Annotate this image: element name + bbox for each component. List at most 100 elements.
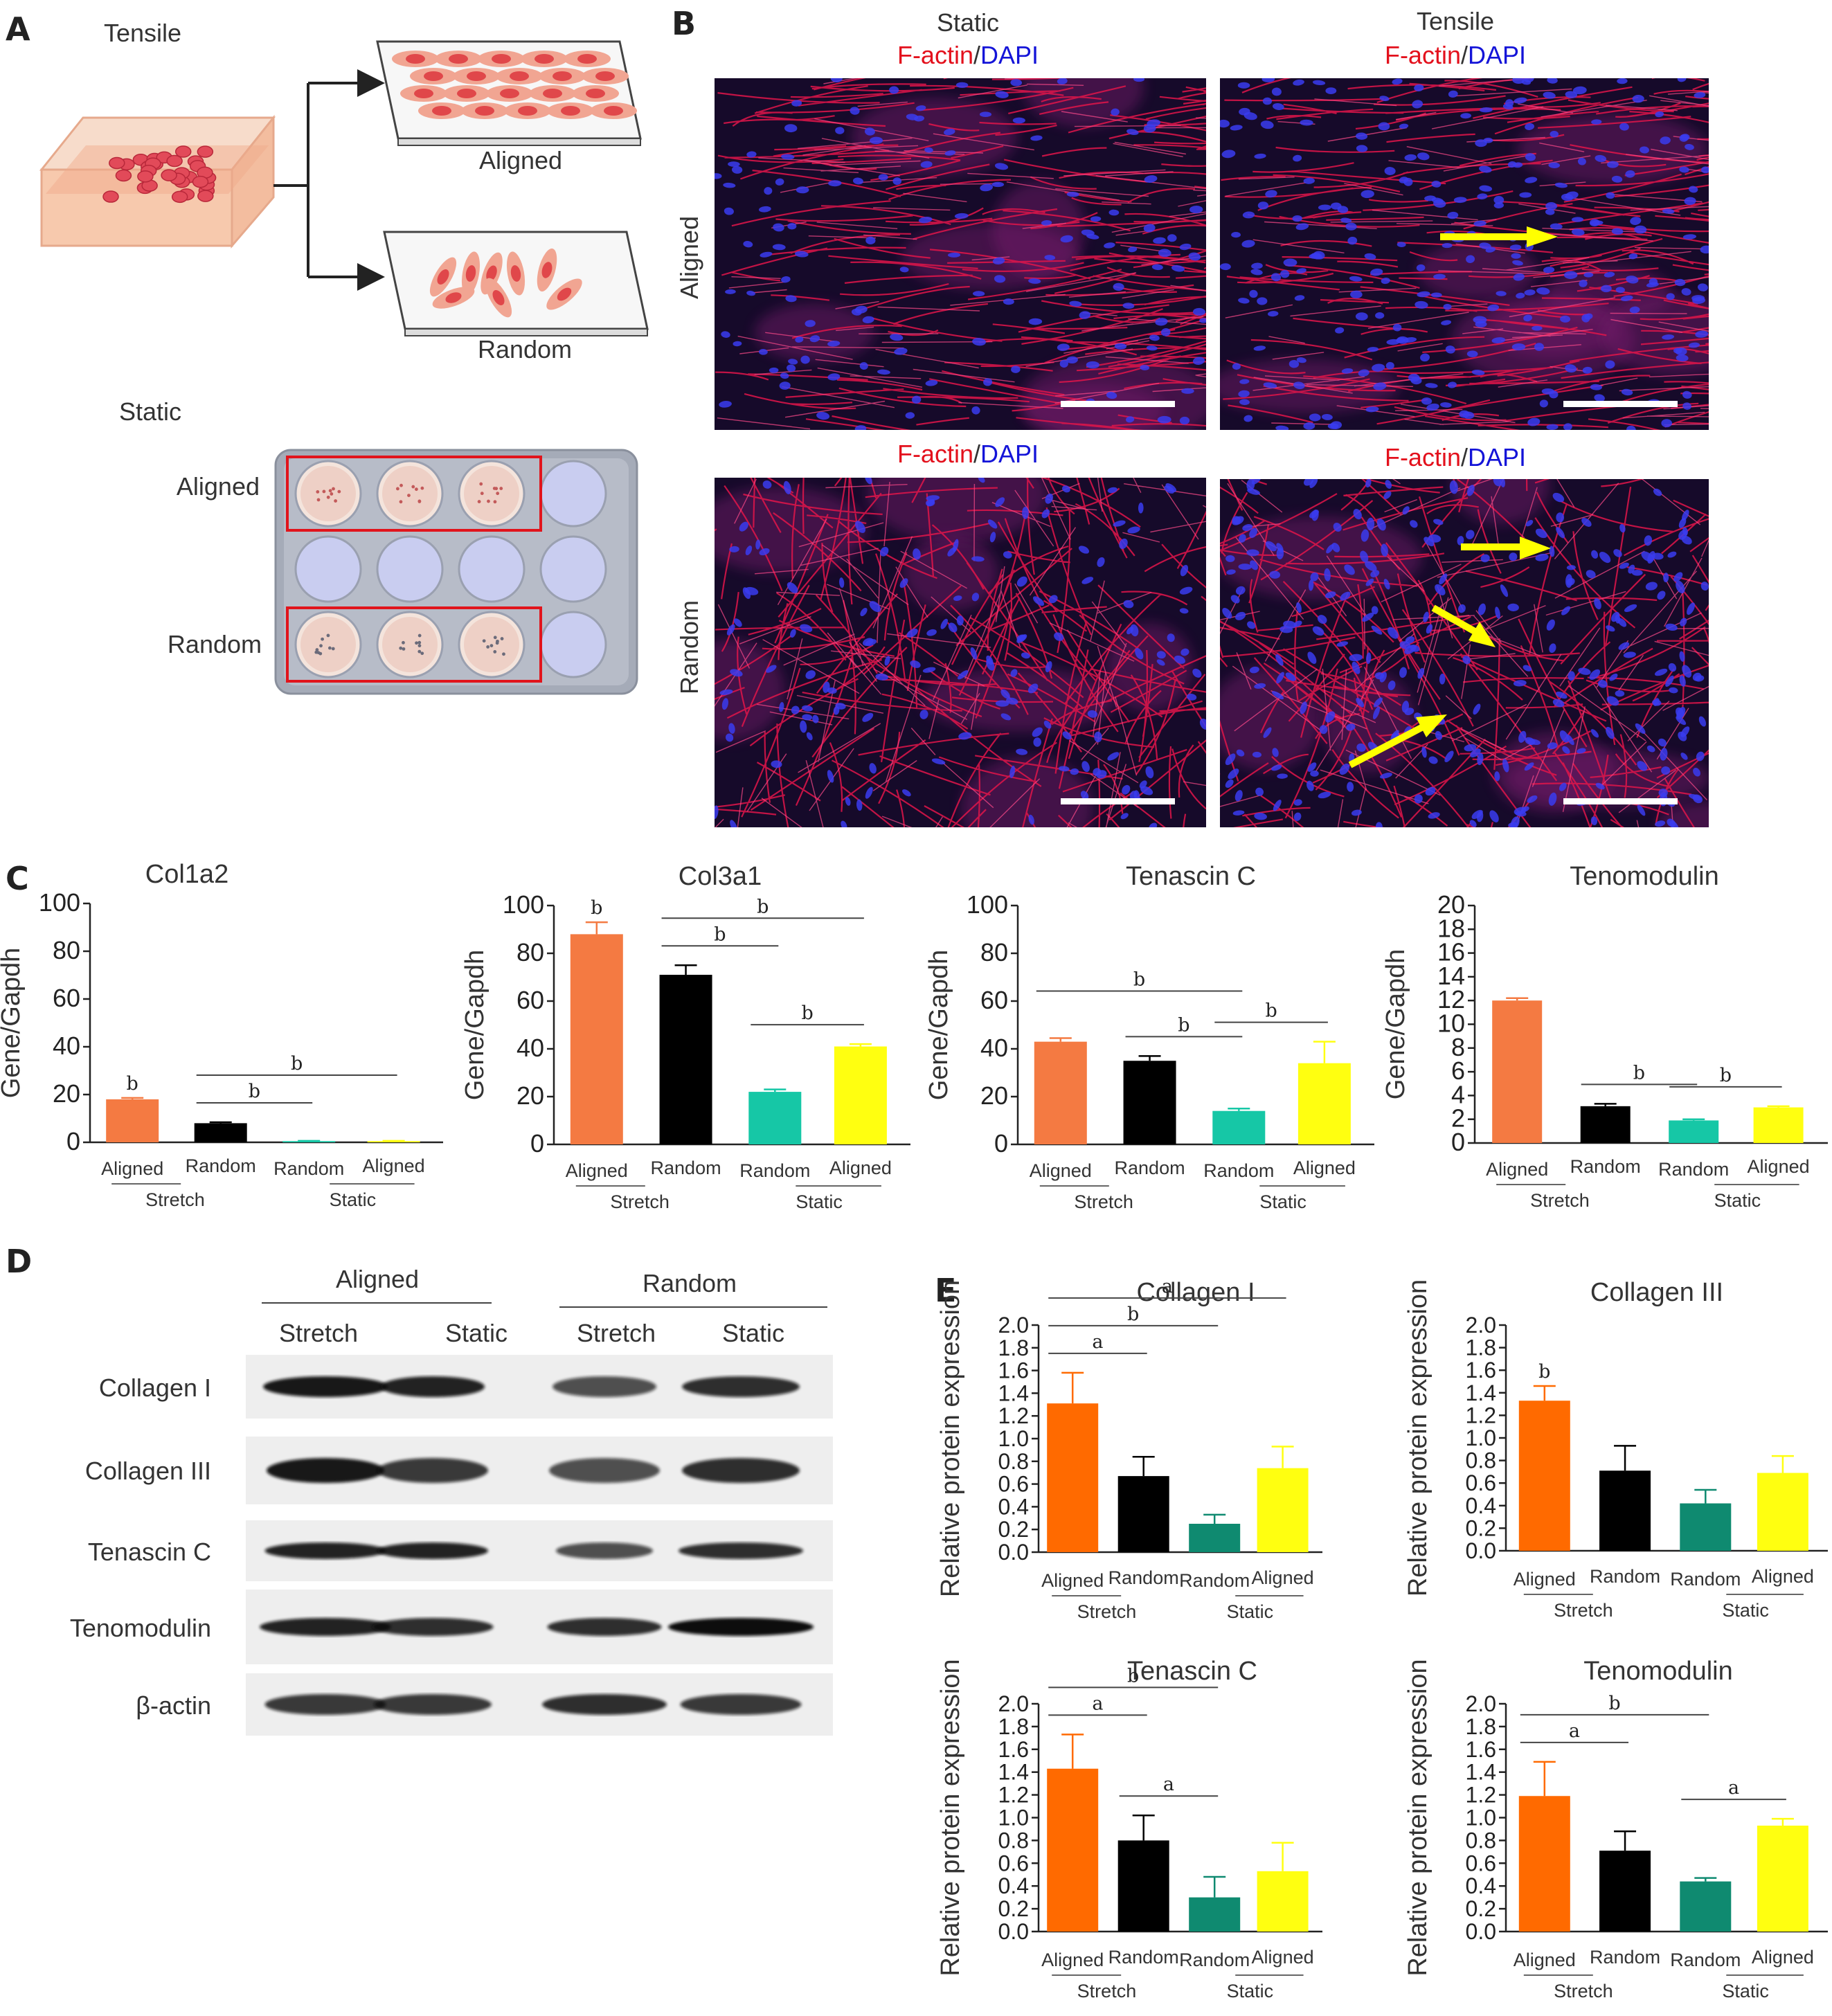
significance-label: b [127,1073,138,1095]
cell-dot [326,633,330,638]
cell-dot [486,645,490,649]
y-tick-label: 1.2 [1466,1783,1496,1808]
y-tick-label: 100 [39,888,80,917]
cell-dot [417,640,422,645]
significance-label: b [1538,1361,1550,1383]
yellow-arrow-icon [1431,604,1496,647]
cell-shape [161,169,177,181]
blot-band [267,1458,384,1483]
y-tick-label: 0.6 [1466,1851,1496,1875]
y-tick-label: 0.4 [998,1873,1029,1898]
x-tick-label: Aligned [1041,1570,1104,1591]
cell-nucleus-shape [510,71,529,81]
y-tick-label: 0.2 [1466,1515,1496,1540]
cell-nucleus-shape [475,106,494,116]
group-label: Stretch [1530,1190,1590,1211]
chart-title: Tenascin C [1126,862,1256,891]
x-tick-label: Random [1570,1156,1641,1177]
svg-text:F-actin/DAPI: F-actin/DAPI [897,440,1039,468]
y-tick-label: 40 [517,1034,544,1062]
y-tick-label: 1.6 [998,1358,1029,1383]
blot-group-aligned: Aligned [336,1265,419,1293]
y-tick-label: 2 [1451,1104,1465,1133]
cell-dot [402,647,406,651]
chart-title: Col1a2 [145,860,228,889]
y-tick-label: 1.8 [1466,1714,1496,1739]
panel-b-label: B [672,5,696,42]
y-tick-label: 0.8 [1466,1448,1496,1473]
bar [1123,1061,1176,1144]
y-tick-label: 0 [66,1127,80,1155]
y-tick-label: 6 [1451,1056,1465,1085]
svg-text:F-actin/DAPI: F-actin/DAPI [897,41,1039,69]
significance-label: b [757,896,769,917]
cell-dot [330,492,334,496]
group-label: Stretch [1554,1600,1613,1621]
bar [748,1092,802,1144]
stain-separator: / [1461,443,1468,471]
chart-title: Col3a1 [679,862,762,891]
cell-nucleus-shape [553,71,572,81]
significance-label: a [1728,1777,1739,1799]
bar [1680,1881,1732,1932]
random-sheet-illustration [383,231,649,336]
y-tick-label: 1.0 [998,1426,1029,1451]
blot-band [264,1542,386,1559]
y-tick-label: 16 [1437,938,1465,966]
significance-label: a [1162,1276,1173,1297]
significance-label: a [1092,1331,1103,1353]
x-tick-label: Aligned [1752,1947,1814,1968]
cell-nucleus-shape [586,89,605,98]
x-tick-label: Aligned [1486,1159,1548,1180]
group-label: Static [1227,1601,1274,1622]
cell-shape [197,145,214,158]
scale-bar [1563,798,1678,804]
factin-text: F-actin [1385,41,1461,69]
chart-title: Tenomodulin [1570,862,1718,891]
cell-nucleus-shape [541,262,553,278]
static-label: Static [119,397,181,426]
blot-row-label: β-actin [136,1691,211,1720]
significance-label: b [291,1053,303,1074]
well-content-shape [300,466,356,521]
factin-text: F-actin [897,41,973,69]
blot-band [679,1542,803,1559]
bar [1492,1000,1543,1143]
cell-shape [115,169,132,182]
y-tick-label: 1.0 [998,1806,1029,1830]
well-content-shape [382,466,438,521]
chart-col1a2: Col1a2 Gene/Gapdh 0 20 40 60 80 100 Aligned Rando… [0,860,443,1210]
blot-lane-label: Static [722,1319,784,1347]
panel-c-label: C [6,860,29,897]
svg-text:F-actin/DAPI: F-actin/DAPI [1385,41,1526,69]
cell-dot [328,489,332,493]
cell-nucleus-shape [406,54,425,64]
significance-label: a [1092,1693,1103,1714]
cell-dot [322,489,326,494]
bar [659,975,712,1144]
panel-e-label: E [935,1272,956,1309]
cell-dot [487,499,490,503]
cell-dot [399,483,403,487]
row-random-label: Random [675,600,703,694]
x-tick-label: Aligned [101,1158,163,1179]
scale-bar [1563,401,1678,407]
cell-dot [334,499,338,503]
micrograph-arrows [1348,226,1558,768]
panel-a: A Tensile Aligned R [6,10,649,695]
x-tick-label: Aligned [363,1155,425,1176]
significance-label: b [801,1002,813,1024]
svg-text:F-actin/DAPI: F-actin/DAPI [1385,443,1526,471]
micrograph-static-aligned [715,78,1206,430]
x-tick-label: Random [1590,1947,1660,1968]
cell-dot [415,641,418,645]
panel-a-label: A [6,10,30,48]
blot-band [556,1542,653,1559]
y-axis-label: Relative protein expression [936,1659,965,1976]
x-tick-label: Random [1108,1947,1179,1968]
chart-tenomodulin-protein: Tenomodulin Relative protein expression 0.… [1403,1657,1828,2001]
yellow-arrow-icon [1440,226,1558,247]
y-tick-label: 20 [980,1081,1008,1110]
y-tick-label: 20 [1437,890,1465,919]
blot-band [260,1618,391,1636]
